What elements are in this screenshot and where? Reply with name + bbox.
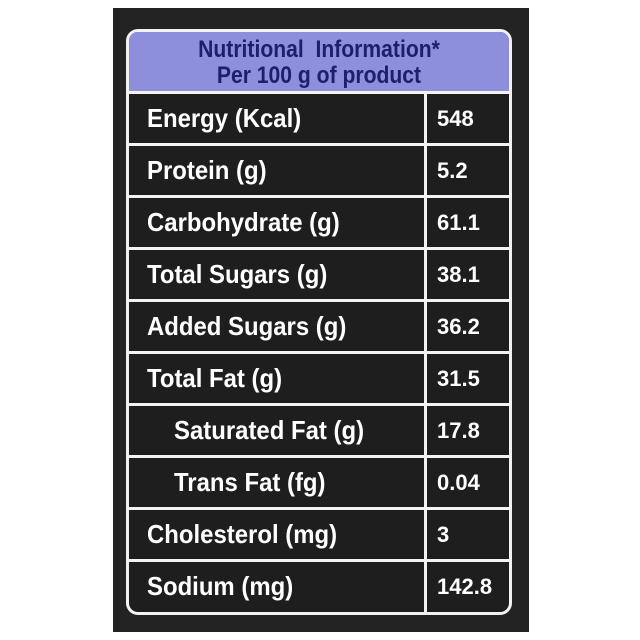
- nutrient-name: Total Sugars (g): [147, 259, 328, 289]
- nutrient-cell: Added Sugars (g): [129, 302, 427, 351]
- table-header: Nutritional Information* Per 100 g of pr…: [129, 32, 509, 94]
- nutrient-value: 5.2: [437, 158, 468, 183]
- nutrient-cell: Saturated Fat (g): [129, 406, 427, 455]
- table-row: Saturated Fat (g) 17.8: [129, 406, 509, 458]
- nutrient-name: Added Sugars (g): [147, 311, 347, 341]
- nutrient-cell: Sodium (mg): [129, 562, 427, 612]
- header-subtitle: Per 100 g of product: [216, 62, 422, 89]
- table-row: Total Sugars (g) 38.1: [129, 250, 509, 302]
- nutrient-value: 17.8: [437, 418, 480, 443]
- nutrient-name: Energy (Kcal): [147, 103, 302, 133]
- nutrient-cell: Total Fat (g): [129, 354, 427, 403]
- nutrient-value: 3: [437, 522, 450, 547]
- nutrient-value: 0.04: [437, 470, 480, 495]
- nutrition-table: Nutritional Information* Per 100 g of pr…: [126, 29, 512, 615]
- nutrient-cell: Energy (Kcal): [129, 94, 427, 143]
- nutrient-name: Protein (g): [147, 155, 267, 185]
- nutrient-name: Saturated Fat (g): [174, 415, 365, 445]
- table-row: Total Fat (g) 31.5: [129, 354, 509, 406]
- nutrient-value: 142.8: [437, 574, 493, 599]
- table-body: Energy (Kcal) 548 Protein (g) 5.2 Carbohydra…: [129, 94, 509, 612]
- nutrient-value: 38.1: [437, 262, 480, 287]
- nutrient-cell: Carbohydrate (g): [129, 198, 427, 247]
- nutrient-value: 31.5: [437, 366, 480, 391]
- nutrient-value: 36.2: [437, 314, 480, 339]
- nutrient-cell: Trans Fat (fg): [129, 458, 427, 507]
- nutrient-value: 61.1: [437, 210, 480, 235]
- table-row: Carbohydrate (g) 61.1: [129, 198, 509, 250]
- nutrient-name: Cholesterol (mg): [147, 519, 338, 549]
- nutrient-name: Sodium (mg): [147, 571, 294, 601]
- table-row: Added Sugars (g) 36.2: [129, 302, 509, 354]
- nutrient-name: Total Fat (g): [147, 363, 283, 393]
- nutrient-cell: Cholesterol (mg): [129, 510, 427, 559]
- table-row: Trans Fat (fg) 0.04: [129, 458, 509, 510]
- table-row: Sodium (mg) 142.8: [129, 562, 509, 612]
- nutrient-name: Carbohydrate (g): [147, 207, 340, 237]
- table-row: Energy (Kcal) 548: [129, 94, 509, 146]
- table-row: Protein (g) 5.2: [129, 146, 509, 198]
- nutrient-cell: Total Sugars (g): [129, 250, 427, 299]
- nutrient-name: Trans Fat (fg): [174, 467, 326, 497]
- nutrient-value: 548: [437, 106, 474, 131]
- header-title: Nutritional Information*: [198, 36, 440, 63]
- nutrient-cell: Protein (g): [129, 146, 427, 195]
- table-row: Cholesterol (mg) 3: [129, 510, 509, 562]
